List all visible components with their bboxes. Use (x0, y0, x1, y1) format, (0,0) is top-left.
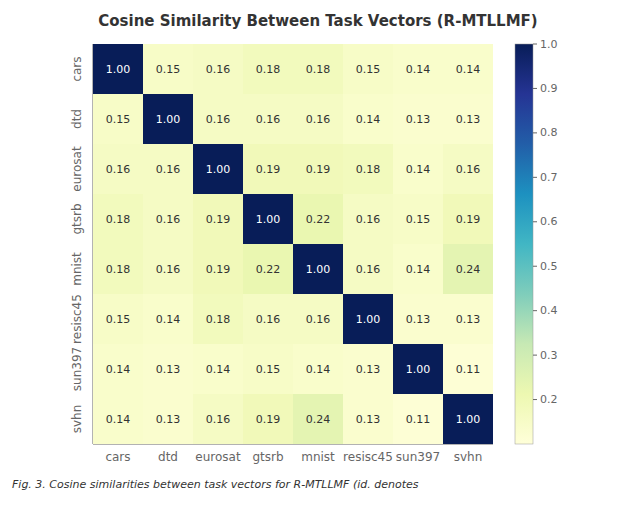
svg-text:0.7: 0.7 (540, 171, 558, 184)
svg-text:cars: cars (105, 450, 130, 464)
svg-text:0.19: 0.19 (456, 213, 481, 226)
svg-text:0.22: 0.22 (256, 263, 281, 276)
svg-text:1.00: 1.00 (156, 113, 181, 126)
svg-text:0.16: 0.16 (256, 113, 281, 126)
svg-text:0.16: 0.16 (156, 163, 181, 176)
svg-text:0.18: 0.18 (106, 263, 131, 276)
svg-text:0.16: 0.16 (356, 263, 381, 276)
svg-text:1.00: 1.00 (356, 313, 381, 326)
svg-text:sun397: sun397 (396, 450, 440, 464)
svg-text:0.19: 0.19 (206, 213, 231, 226)
svg-text:0.14: 0.14 (406, 263, 431, 276)
svg-text:0.14: 0.14 (406, 163, 431, 176)
svg-text:0.18: 0.18 (106, 213, 131, 226)
svg-text:0.13: 0.13 (406, 113, 431, 126)
svg-text:cars: cars (70, 56, 84, 81)
svg-text:0.15: 0.15 (406, 213, 431, 226)
svg-text:0.18: 0.18 (206, 313, 231, 326)
svg-text:1.00: 1.00 (256, 213, 281, 226)
svg-text:0.14: 0.14 (306, 363, 331, 376)
svg-text:0.19: 0.19 (306, 163, 331, 176)
svg-text:mnist: mnist (301, 450, 335, 464)
svg-text:0.16: 0.16 (206, 63, 231, 76)
svg-text:1.00: 1.00 (306, 263, 331, 276)
svg-text:0.19: 0.19 (256, 163, 281, 176)
svg-text:0.5: 0.5 (540, 260, 558, 273)
svg-text:0.19: 0.19 (206, 263, 231, 276)
svg-text:dtd: dtd (70, 109, 84, 129)
svg-text:0.16: 0.16 (256, 313, 281, 326)
svg-text:0.14: 0.14 (156, 313, 181, 326)
svg-text:0.13: 0.13 (406, 313, 431, 326)
svg-text:1.00: 1.00 (456, 413, 481, 426)
svg-text:0.13: 0.13 (456, 313, 481, 326)
svg-text:0.19: 0.19 (256, 413, 281, 426)
svg-text:0.13: 0.13 (156, 363, 181, 376)
svg-text:0.14: 0.14 (456, 63, 481, 76)
svg-text:0.11: 0.11 (406, 413, 431, 426)
svg-text:0.2: 0.2 (540, 393, 558, 406)
svg-text:0.15: 0.15 (106, 113, 131, 126)
svg-text:0.15: 0.15 (156, 63, 181, 76)
svg-text:0.16: 0.16 (306, 113, 331, 126)
svg-text:0.16: 0.16 (106, 163, 131, 176)
svg-text:0.16: 0.16 (456, 163, 481, 176)
svg-text:1.0: 1.0 (540, 38, 558, 51)
svg-text:0.4: 0.4 (540, 304, 558, 317)
svg-text:0.16: 0.16 (356, 213, 381, 226)
svg-text:0.13: 0.13 (456, 113, 481, 126)
svg-text:eurosat: eurosat (195, 450, 241, 464)
html-text:Cosine Similarity Between Task: Cosine Similarity Between Task Vectors (… (98, 12, 538, 30)
svg-text:1.00: 1.00 (106, 63, 131, 76)
svg-text:0.15: 0.15 (106, 313, 131, 326)
svg-text:0.16: 0.16 (206, 113, 231, 126)
svg-text:svhn: svhn (454, 450, 483, 464)
svg-text:gtsrb: gtsrb (252, 450, 283, 464)
svg-text:0.3: 0.3 (540, 349, 558, 362)
svg-text:0.22: 0.22 (306, 213, 331, 226)
svg-text:0.24: 0.24 (306, 413, 331, 426)
svg-text:0.16: 0.16 (306, 313, 331, 326)
svg-text:0.14: 0.14 (206, 363, 231, 376)
svg-text:0.13: 0.13 (356, 363, 381, 376)
svg-text:0.13: 0.13 (156, 413, 181, 426)
svg-text:0.15: 0.15 (356, 63, 381, 76)
svg-text:0.16: 0.16 (156, 213, 181, 226)
svg-text:svhn: svhn (70, 405, 84, 434)
svg-text:0.8: 0.8 (540, 126, 558, 139)
svg-text:eurosat: eurosat (70, 146, 84, 192)
svg-text:dtd: dtd (158, 450, 178, 464)
svg-text:0.24: 0.24 (456, 263, 481, 276)
svg-text:sun397: sun397 (70, 347, 84, 391)
svg-text:0.14: 0.14 (406, 63, 431, 76)
svg-text:0.18: 0.18 (256, 63, 281, 76)
svg-text:0.16: 0.16 (206, 413, 231, 426)
svg-text:1.00: 1.00 (406, 363, 431, 376)
svg-text:0.15: 0.15 (256, 363, 281, 376)
svg-text:mnist: mnist (70, 252, 84, 286)
html-text:Fig. 3. Cosine similarities be: Fig. 3. Cosine similarities between task… (12, 478, 419, 491)
svg-text:0.14: 0.14 (356, 113, 381, 126)
svg-text:0.18: 0.18 (306, 63, 331, 76)
svg-text:0.11: 0.11 (456, 363, 481, 376)
svg-text:0.16: 0.16 (156, 263, 181, 276)
svg-text:0.6: 0.6 (540, 215, 558, 228)
svg-text:0.13: 0.13 (356, 413, 381, 426)
svg-text:resisc45: resisc45 (343, 450, 393, 464)
svg-text:0.9: 0.9 (540, 82, 558, 95)
svg-text:1.00: 1.00 (206, 163, 231, 176)
svg-text:resisc45: resisc45 (70, 294, 84, 344)
svg-text:gtsrb: gtsrb (70, 203, 84, 234)
svg-text:0.14: 0.14 (106, 413, 131, 426)
svg-text:0.14: 0.14 (106, 363, 131, 376)
svg-text:0.18: 0.18 (356, 163, 381, 176)
